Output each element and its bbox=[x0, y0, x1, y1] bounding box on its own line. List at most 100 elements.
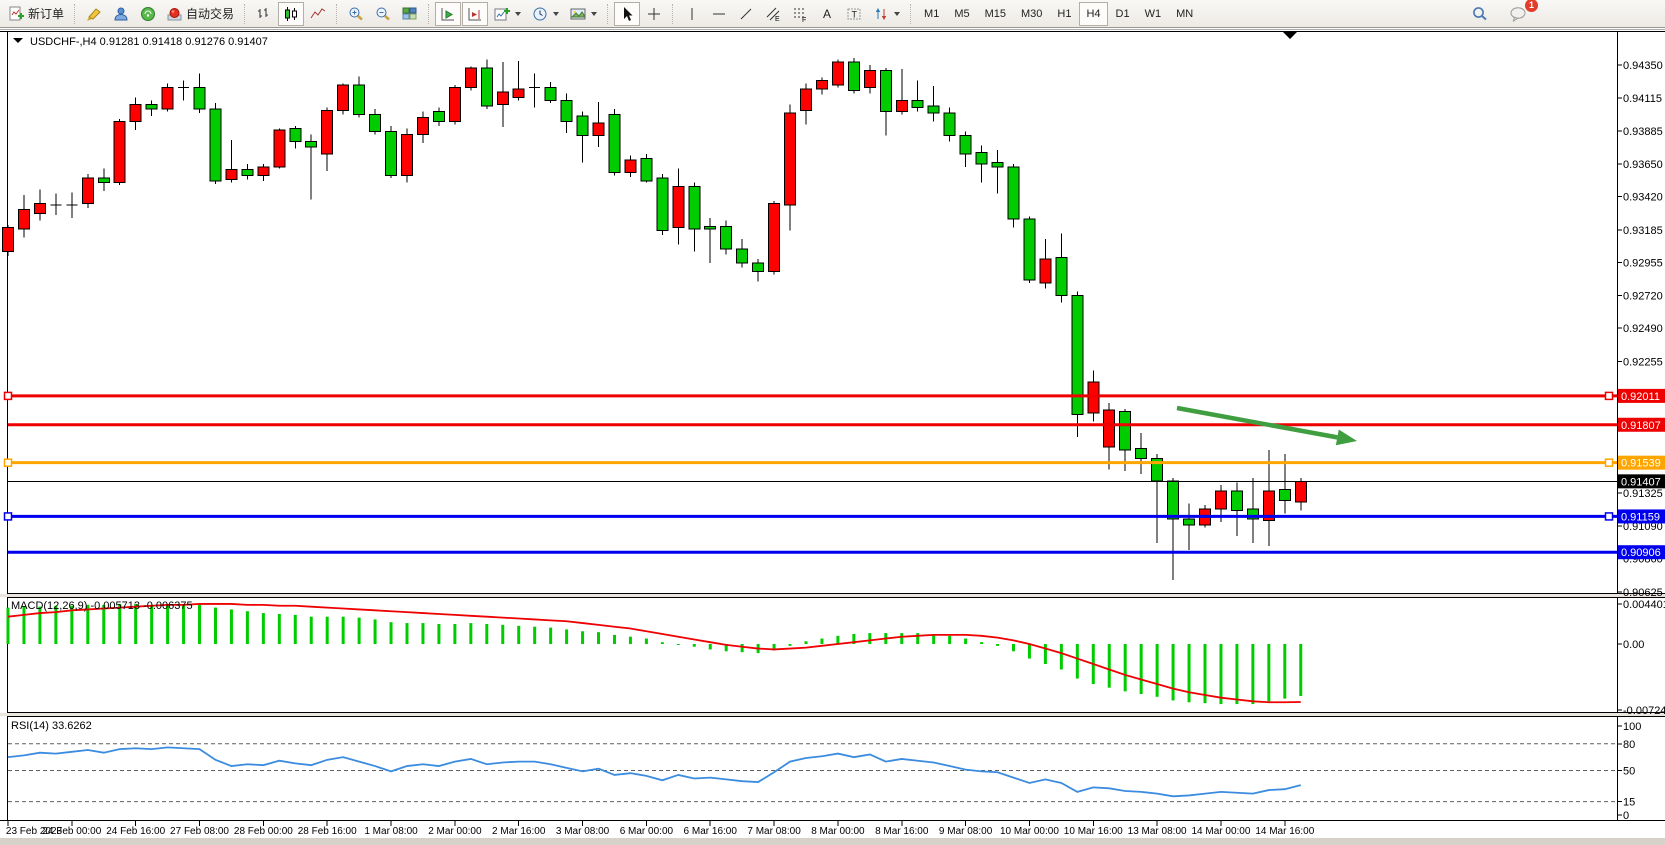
timeframe-group: M1 M5 M15 M30 H1 H4 D1 W1 MN bbox=[917, 1, 1200, 26]
macd-histogram-bar bbox=[980, 642, 984, 644]
text-label-button[interactable]: T bbox=[841, 2, 867, 26]
notification-badge: 1 bbox=[1525, 0, 1538, 12]
macd-histogram-bar bbox=[373, 619, 377, 644]
macd-histogram-bar bbox=[948, 635, 952, 644]
highlighter-button[interactable] bbox=[81, 2, 107, 26]
chart-menu-arrow-icon[interactable] bbox=[13, 38, 23, 43]
candle-body bbox=[369, 114, 382, 132]
search-button[interactable] bbox=[1466, 2, 1494, 26]
auto-scroll-button[interactable] bbox=[435, 1, 462, 26]
hline-price-badge-label: 0.91807 bbox=[1621, 420, 1661, 432]
line-drag-handle[interactable] bbox=[1604, 391, 1614, 401]
candlestick-chart-button[interactable] bbox=[278, 1, 305, 26]
timeframe-button-M1[interactable]: M1 bbox=[917, 2, 946, 26]
timeframe-button-M5[interactable]: M5 bbox=[947, 2, 976, 26]
line-drag-handle[interactable] bbox=[3, 512, 13, 521]
cursor-icon bbox=[619, 6, 635, 22]
macd-histogram-bar bbox=[501, 624, 505, 644]
macd-signal-line bbox=[7, 603, 1301, 704]
line-drag-handle[interactable] bbox=[3, 458, 13, 467]
timeframe-button-M15[interactable]: M15 bbox=[978, 2, 1013, 26]
expert-advisors-button[interactable] bbox=[108, 2, 134, 26]
signals-button[interactable] bbox=[135, 2, 161, 26]
candle-body bbox=[401, 133, 413, 176]
svg-text:F: F bbox=[802, 17, 806, 22]
crosshair-button[interactable] bbox=[641, 2, 667, 26]
new-chart-icon bbox=[494, 6, 511, 22]
bar-chart-button[interactable] bbox=[251, 2, 277, 26]
trend-arrow-head[interactable] bbox=[1335, 429, 1357, 446]
macd-histogram-bar bbox=[1011, 644, 1015, 652]
trendline-button[interactable] bbox=[733, 2, 759, 26]
candle-body bbox=[1055, 256, 1068, 297]
chart-shift-button[interactable] bbox=[462, 1, 489, 26]
timeframe-button-MN[interactable]: MN bbox=[1169, 2, 1200, 26]
period-dropdown[interactable] bbox=[527, 2, 564, 26]
candle-body bbox=[784, 112, 797, 206]
new-chart-dropdown[interactable] bbox=[489, 2, 526, 26]
timeframe-button-H4[interactable]: H4 bbox=[1079, 1, 1108, 26]
macd-histogram-bar bbox=[565, 629, 569, 644]
svg-text:T: T bbox=[852, 9, 858, 19]
zoom-out-button[interactable] bbox=[370, 2, 396, 26]
signals-icon bbox=[140, 6, 156, 22]
fibonacci-button[interactable]: F bbox=[787, 2, 813, 26]
timeframe-button-M30[interactable]: M30 bbox=[1014, 2, 1049, 26]
template-image-icon bbox=[570, 6, 586, 22]
time-tick-label: 7 Mar 08:00 bbox=[747, 826, 801, 837]
time-tick-label: 28 Feb 00:00 bbox=[234, 826, 293, 837]
auto-trading-label: 自动交易 bbox=[186, 7, 235, 21]
time-tick-label: 1 Mar 08:00 bbox=[364, 826, 418, 837]
pane-splitter[interactable] bbox=[0, 594, 1665, 597]
trend-arrow[interactable] bbox=[1176, 405, 1357, 446]
macd-histogram-bar bbox=[485, 623, 489, 644]
macd-histogram-bar bbox=[213, 607, 217, 644]
macd-histogram-bar bbox=[612, 634, 616, 644]
equidistant-channel-button[interactable]: E bbox=[760, 2, 786, 26]
fibonacci-icon: F bbox=[792, 6, 808, 22]
line-drag-handle[interactable] bbox=[1604, 512, 1614, 521]
line-chart-icon bbox=[310, 6, 326, 22]
text-a-icon: A bbox=[819, 6, 835, 22]
candles bbox=[2, 57, 1307, 580]
pane-splitter[interactable] bbox=[0, 713, 1665, 716]
macd-histogram-bar bbox=[229, 609, 233, 644]
macd-histogram-bar bbox=[1251, 644, 1255, 705]
line-drag-handle[interactable] bbox=[3, 391, 13, 401]
macd-histogram-bar bbox=[1155, 644, 1159, 697]
candle-body bbox=[496, 91, 509, 106]
time-tick-label: 14 Mar 16:00 bbox=[1255, 826, 1314, 837]
tile-windows-button[interactable] bbox=[397, 2, 423, 26]
svg-text:E: E bbox=[775, 16, 780, 22]
timeframe-button-H1[interactable]: H1 bbox=[1050, 2, 1078, 26]
trend-arrow-shaft[interactable] bbox=[1176, 405, 1338, 440]
notifications-button[interactable]: 1 bbox=[1504, 0, 1538, 26]
auto-trading-button[interactable]: 自动交易 bbox=[162, 2, 239, 26]
candle-body bbox=[560, 99, 573, 123]
timeframe-button-D1[interactable]: D1 bbox=[1109, 2, 1137, 26]
template-dropdown[interactable] bbox=[565, 2, 602, 26]
new-order-button[interactable]: 新订单 bbox=[4, 2, 69, 26]
timeframe-button-W1[interactable]: W1 bbox=[1138, 2, 1169, 26]
time-tick-label: 10 Mar 16:00 bbox=[1064, 826, 1123, 837]
timeframe-label: M30 bbox=[1021, 7, 1043, 20]
chevron-down-icon bbox=[591, 11, 598, 16]
time-tick-label: 2 Mar 16:00 bbox=[492, 826, 546, 837]
line-drag-handle[interactable] bbox=[1604, 458, 1614, 467]
time-tick-label: 8 Mar 00:00 bbox=[811, 826, 865, 837]
zoom-in-button[interactable] bbox=[343, 2, 369, 26]
cursor-button[interactable] bbox=[614, 1, 641, 26]
price-tick-label: 0.92255 bbox=[1623, 356, 1663, 368]
text-button[interactable]: A bbox=[814, 2, 840, 26]
arrows-dropdown[interactable] bbox=[868, 2, 905, 26]
candle-body bbox=[1135, 447, 1148, 459]
line-chart-button[interactable] bbox=[305, 2, 331, 26]
candle-body bbox=[464, 67, 477, 89]
time-tick-label: 9 Mar 08:00 bbox=[939, 826, 993, 837]
horizontal-line-button[interactable] bbox=[706, 2, 732, 26]
vertical-line-button[interactable] bbox=[679, 2, 705, 26]
macd-histogram-bar bbox=[820, 638, 824, 644]
candle-body bbox=[1039, 258, 1052, 284]
